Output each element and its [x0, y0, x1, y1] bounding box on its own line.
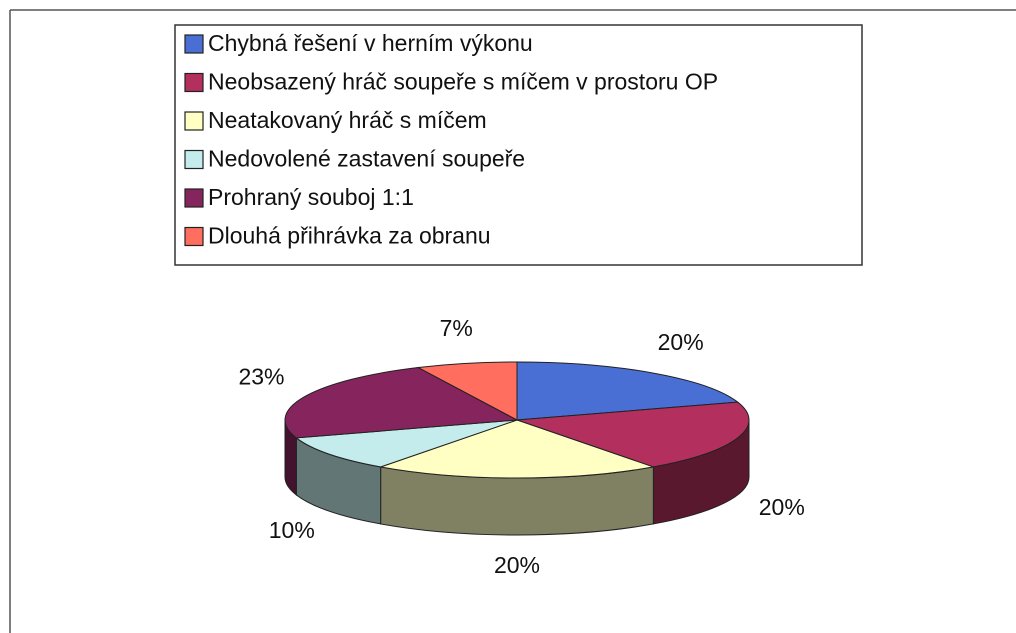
frame [9, 9, 1016, 633]
pie-slice [295, 419, 518, 468]
data-label: 20% [494, 552, 540, 578]
pie-slice [284, 367, 519, 439]
data-label: 7% [440, 315, 473, 341]
legend-label: Dlouhá přihrávka za obranu [208, 223, 491, 249]
legend-box [174, 24, 863, 266]
legend-label: Neatakovaný hráč s míčem [208, 107, 487, 133]
legend-swatch [184, 72, 204, 93]
data-label: 10% [269, 517, 315, 543]
legend-label: Nedovolené zastavení soupeře [208, 146, 525, 172]
legend-label: Chybná řešení v herním výkonu [208, 30, 533, 56]
data-label: 20% [658, 329, 704, 355]
legend-swatch [184, 188, 204, 208]
legend-swatch [184, 111, 204, 131]
legend-label: Prohraný souboj 1:1 [208, 184, 414, 210]
legend-swatch [184, 226, 204, 247]
legend-label: Neobsazený hráč soupeře s míčem v prosto… [208, 69, 718, 95]
pie-slice [516, 361, 739, 421]
pie-slice [516, 401, 750, 468]
data-label: 20% [759, 494, 805, 520]
data-label: 23% [238, 364, 284, 390]
pie-slice [416, 361, 518, 421]
legend-swatch [184, 34, 204, 54]
legend-swatch [184, 149, 204, 170]
pie-slice [378, 419, 656, 479]
